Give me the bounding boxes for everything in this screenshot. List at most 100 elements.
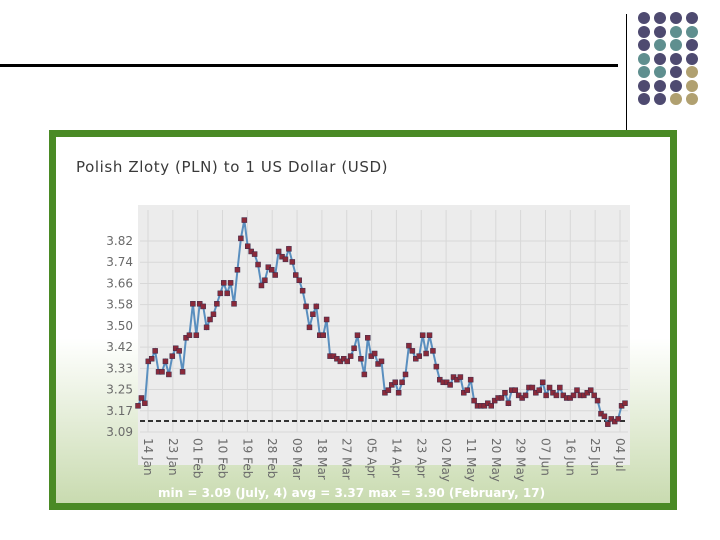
data-point	[539, 379, 546, 386]
decor-dot	[638, 93, 650, 105]
data-point	[423, 350, 429, 357]
data-point	[392, 379, 398, 386]
data-point	[275, 248, 282, 255]
data-point	[570, 392, 577, 399]
data-point	[282, 256, 289, 263]
y-tick-label: 3.50	[106, 319, 133, 333]
x-tick-label: 14 Jan	[141, 438, 155, 476]
data-point	[553, 392, 560, 399]
data-point	[587, 387, 594, 393]
data-point	[574, 387, 580, 393]
x-tick-label: 23 Apr	[414, 438, 428, 478]
data-point	[152, 348, 158, 354]
data-point	[615, 416, 621, 422]
data-point	[262, 277, 268, 283]
decor-dot	[686, 39, 698, 51]
data-point	[142, 400, 148, 406]
data-point	[193, 332, 200, 338]
data-point	[224, 290, 230, 297]
data-point	[320, 332, 326, 338]
x-tick-label: 29 May	[514, 438, 528, 482]
data-point	[406, 342, 412, 349]
data-point	[231, 301, 237, 307]
data-point	[351, 345, 357, 352]
x-tick-label: 23 Jan	[166, 438, 180, 476]
decor-dot	[686, 93, 698, 105]
data-point	[310, 311, 316, 318]
data-point	[169, 353, 176, 359]
data-point	[190, 301, 196, 307]
decor-dot	[670, 66, 682, 78]
data-point	[186, 332, 193, 338]
x-tick-label: 20 May	[489, 438, 503, 482]
data-point	[299, 287, 306, 294]
data-point	[409, 348, 416, 354]
data-point	[605, 421, 611, 427]
decor-dot	[654, 66, 666, 78]
data-point	[214, 301, 220, 307]
decor-dot	[670, 12, 682, 24]
decor-dot	[638, 25, 650, 38]
data-point	[244, 243, 251, 249]
data-point	[457, 374, 464, 380]
decor-dot	[686, 25, 698, 38]
data-point	[313, 303, 320, 310]
x-tick-label: 05 Apr	[365, 438, 379, 478]
decor-dot	[654, 25, 666, 38]
decor-dot	[686, 66, 698, 78]
data-point	[286, 246, 292, 252]
data-point	[148, 355, 155, 362]
data-point	[179, 369, 186, 375]
data-point	[471, 397, 477, 404]
data-point	[622, 400, 628, 406]
x-tick-label: 16 Jun	[563, 438, 577, 476]
y-tick-label: 3.66	[106, 276, 133, 290]
decor-dot	[638, 52, 650, 65]
data-point	[378, 358, 385, 365]
decor-dot	[670, 93, 682, 105]
x-tick-label: 02 May	[439, 438, 453, 482]
decor-dot	[638, 39, 650, 51]
data-point	[303, 303, 309, 310]
data-point	[557, 384, 563, 391]
data-point	[522, 392, 529, 399]
x-tick-label: 28 Feb	[265, 438, 279, 478]
data-point	[289, 259, 296, 265]
decor-dot	[686, 79, 698, 92]
data-point	[467, 376, 474, 383]
data-point	[594, 397, 601, 404]
data-point	[591, 392, 597, 399]
data-point	[210, 311, 217, 318]
data-point	[385, 387, 392, 393]
data-point	[344, 358, 350, 365]
x-tick-label: 07 Jun	[538, 438, 552, 476]
data-point	[543, 392, 549, 399]
data-point	[166, 371, 172, 378]
decor-dot	[670, 52, 682, 65]
x-tick-label: 11 May	[464, 438, 478, 482]
data-point	[488, 403, 494, 409]
decor-dot	[654, 12, 666, 24]
corner-divider	[626, 14, 627, 130]
decor-dot	[686, 12, 698, 24]
data-point	[293, 272, 299, 278]
data-point	[426, 332, 433, 338]
x-tick-label: 09 Mar	[290, 438, 304, 480]
data-point	[241, 217, 248, 223]
data-point	[162, 358, 169, 365]
data-point	[464, 387, 470, 393]
x-tick-label: 01 Feb	[191, 438, 205, 478]
decor-dot	[670, 39, 682, 51]
data-point	[536, 387, 543, 393]
data-point	[227, 280, 234, 286]
data-point	[251, 251, 258, 257]
y-tick-label: 3.17	[106, 404, 133, 418]
data-point	[546, 384, 553, 391]
x-tick-label: 19 Feb	[240, 438, 254, 478]
y-tick-label: 3.33	[106, 361, 133, 375]
y-tick-label: 3.09	[106, 425, 133, 439]
data-point	[207, 316, 213, 323]
data-point	[419, 332, 426, 338]
x-tick-label: 04 Jul	[613, 438, 627, 472]
